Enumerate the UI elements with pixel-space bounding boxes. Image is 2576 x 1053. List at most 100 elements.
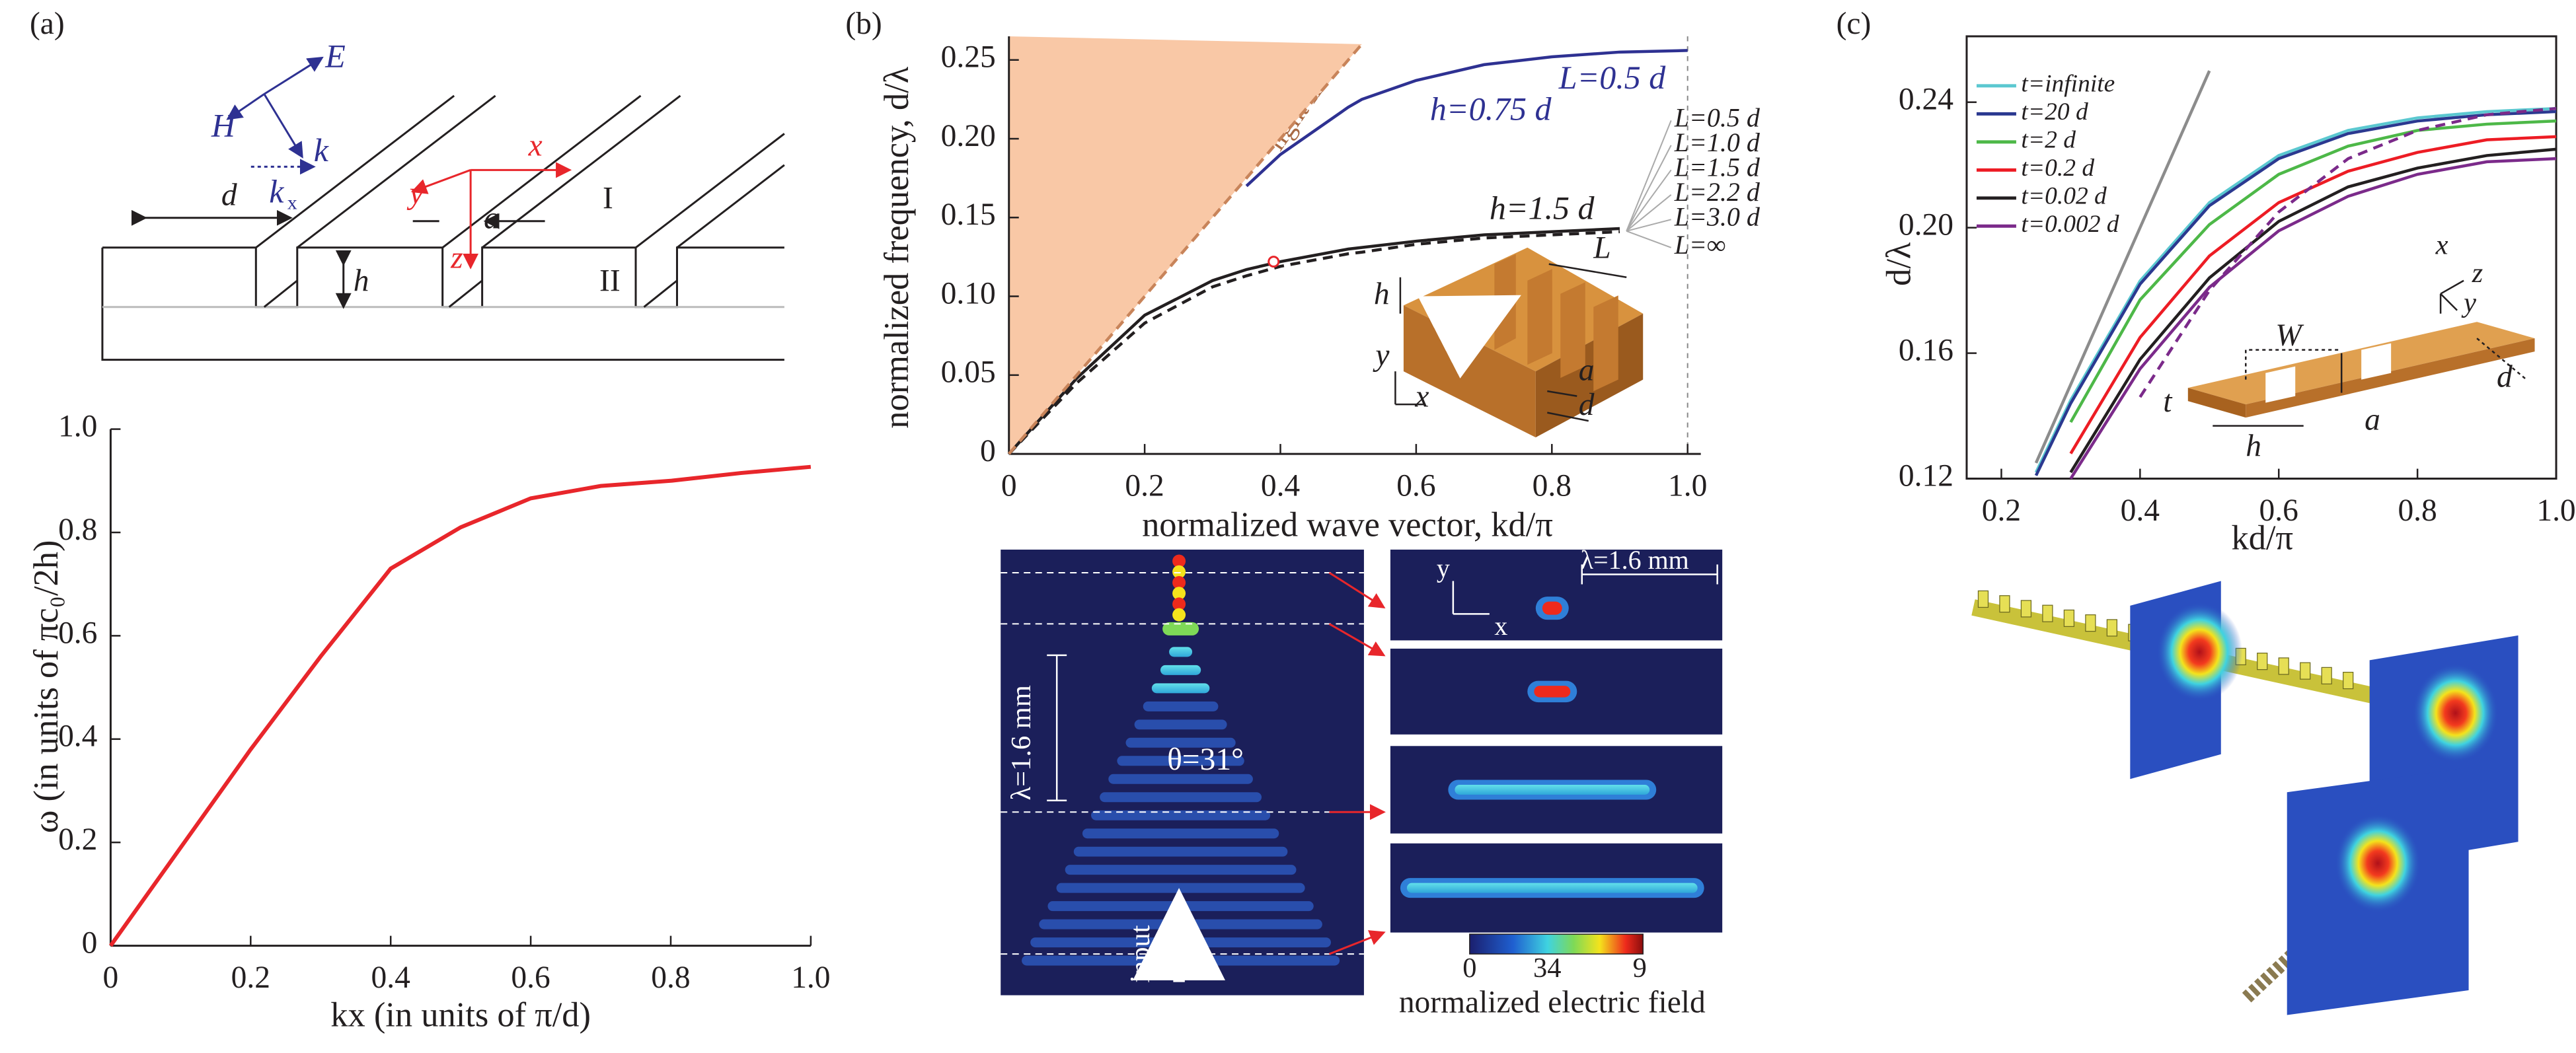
y-tick-label: 0.24 <box>1899 83 1953 117</box>
field-band <box>1117 756 1244 766</box>
label-k: k <box>314 131 329 168</box>
data-line <box>108 464 812 947</box>
x-tick-label: 0 <box>1001 468 1017 503</box>
field-dot <box>1172 597 1186 611</box>
field-dot <box>1172 608 1186 622</box>
inset-label: z <box>2472 258 2483 289</box>
y-tick-label: 0.6 <box>58 616 97 650</box>
inset-label: t <box>2163 384 2173 419</box>
field-band <box>1065 865 1297 875</box>
y-axis-label: d/λ <box>1880 242 1918 286</box>
comb-tooth <box>1977 590 1989 608</box>
x-axis-label: normalized wave vector, kd/π <box>1142 506 1553 544</box>
data-line <box>2069 135 2557 454</box>
y-tick-label: 0 <box>82 926 98 960</box>
colorbar-title: normalized electric field <box>1399 985 1706 1019</box>
x-tick-label: 0.8 <box>2398 493 2437 528</box>
field-label: input <box>1125 925 1156 982</box>
y-tick-label: 0.10 <box>941 276 996 310</box>
field-core <box>1455 785 1650 795</box>
y-axis-label: normalized frequency, d/λ <box>878 66 916 428</box>
field-band <box>1134 719 1227 730</box>
label-a: a <box>484 201 500 236</box>
l-label: L=3.0 d <box>1674 201 1761 231</box>
field-core <box>1406 883 1698 893</box>
l-label: L=2.2 d <box>1674 177 1761 207</box>
comb-tooth <box>1999 595 2010 613</box>
field-dot <box>1172 587 1186 600</box>
field-spot <box>2335 813 2421 913</box>
inset-label: x <box>1414 380 1429 414</box>
legend-label: t=infinite <box>2021 71 2115 98</box>
inset-label: W <box>2275 318 2304 353</box>
y-tick-label: 0.2 <box>58 822 97 857</box>
field-band <box>1169 647 1193 657</box>
inset-label: a <box>1579 353 1595 388</box>
axes-icon <box>1452 581 1490 615</box>
field-band <box>1082 828 1279 839</box>
label-kx: k <box>269 172 284 209</box>
data-line <box>1008 43 1363 455</box>
field-pane <box>1390 549 1723 641</box>
field-spot <box>2156 602 2243 702</box>
x-tick-label: 1.0 <box>2536 493 2575 528</box>
field-dot <box>1172 554 1186 568</box>
legend-label: t=20 d <box>2021 98 2088 126</box>
data-line <box>2069 147 2557 474</box>
annotation: h=1.5 d <box>1490 189 1595 226</box>
inset-structure <box>1394 247 1644 438</box>
render-3d <box>1971 581 2519 1015</box>
data-line <box>2034 106 2557 474</box>
colorbar-label: 0 <box>1462 953 1476 984</box>
x-tick-label: 0.8 <box>1533 468 1572 503</box>
x-tick-label: 0.4 <box>2121 493 2160 528</box>
annotation: L=0.5 d <box>1558 59 1666 96</box>
inset-label: h <box>2246 429 2261 463</box>
field-spot <box>2412 663 2499 763</box>
y-tick-label: 1.0 <box>58 409 97 443</box>
field-label: λ=1.6 mm <box>1006 685 1037 800</box>
x-tick-label: 0.4 <box>371 961 410 995</box>
field-label: y <box>1437 554 1450 583</box>
data-line <box>1245 49 1688 188</box>
legend-label: t=0.002 d <box>2021 211 2119 238</box>
comb-tooth <box>2020 600 2032 618</box>
inset-label: a <box>2365 402 2380 437</box>
comb-tooth <box>2321 667 2332 684</box>
y-tick-label: 0.15 <box>941 198 996 232</box>
x-tick-label: 0.6 <box>1396 468 1435 503</box>
y-tick-label: 0.20 <box>1899 208 1953 242</box>
field-label: x <box>1494 611 1507 641</box>
x-tick-label: 0.2 <box>1125 468 1164 503</box>
legend-label: t=2 d <box>2021 126 2076 153</box>
x-axis-label: kd/π <box>2231 519 2293 558</box>
x-tick-label: 1.0 <box>791 961 830 995</box>
annotation: h=0.75 d <box>1430 90 1552 127</box>
scale-bar <box>1581 564 1718 585</box>
legend-label: t=0.2 d <box>2021 155 2094 182</box>
colorbar-label: 9 <box>1633 953 1647 984</box>
y-tick-label: 0.05 <box>941 355 996 390</box>
data-line <box>2139 106 2557 398</box>
x-axis-label: kx (in units of π/d) <box>330 996 591 1035</box>
comb-tooth <box>2300 662 2311 680</box>
x-tick-label: 0.2 <box>1982 493 2021 528</box>
label-d: d <box>221 178 237 213</box>
label-kx-sub: x <box>287 192 297 214</box>
axis-y: y <box>407 176 424 211</box>
plot-frame <box>1965 35 2557 480</box>
panel-label: (c) <box>1837 7 1872 41</box>
pointer-arrow <box>1328 571 1386 609</box>
comb-tooth <box>2042 604 2053 622</box>
x-tick-label: 0.6 <box>511 961 550 995</box>
label-e: E <box>324 37 346 74</box>
inset-label: L <box>1593 231 1610 266</box>
field-band <box>1151 683 1210 694</box>
y-tick-label: 0.16 <box>1899 333 1953 367</box>
field-band <box>1125 737 1236 748</box>
field-band <box>1162 622 1199 635</box>
inset-label: y <box>1373 338 1390 373</box>
field-label: λ=1.6 mm <box>1581 545 1689 575</box>
